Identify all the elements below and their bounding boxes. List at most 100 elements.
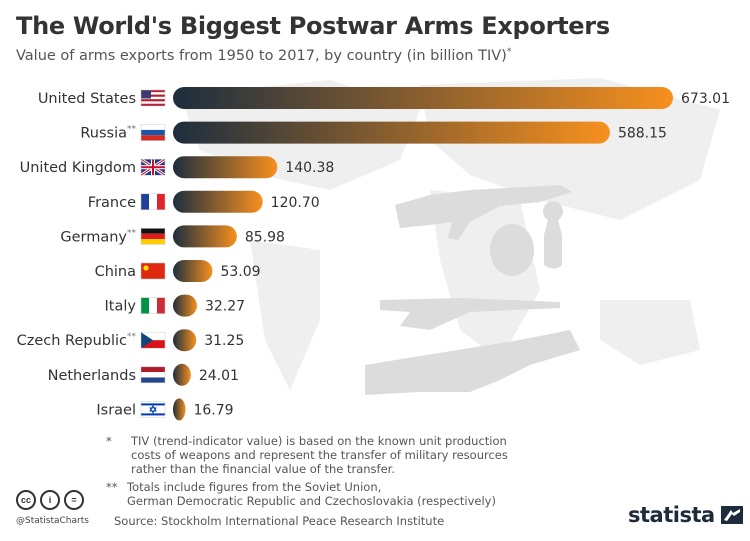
footnote-1-text: TIV (trend-indicator value) is based on … [131, 434, 508, 476]
flag-part [141, 103, 165, 106]
flag-border [140, 124, 166, 141]
flag-part [149, 405, 157, 414]
flag-border [140, 401, 166, 418]
flag-part [157, 193, 165, 210]
flag-border [140, 158, 166, 176]
flag-part [143, 265, 149, 271]
statista-logo: statista [628, 503, 744, 527]
category-label: China [95, 264, 136, 280]
flag-part [141, 228, 165, 234]
category-label: United States [38, 91, 136, 107]
russia-flag [140, 124, 166, 141]
uk-flag [140, 157, 166, 177]
data-label: 32.27 [205, 299, 245, 315]
grenade-silhouette [490, 224, 534, 276]
italy-flag [140, 297, 166, 314]
footnote-2-text: Totals include figures from the Soviet U… [127, 480, 496, 508]
data-label: 140.38 [285, 160, 334, 176]
bar-chart: 673.01 United States 588.15 Russia** 140.38 U… [17, 87, 730, 421]
flag-part [157, 297, 165, 314]
subtitle-footnote-mark: * [506, 47, 512, 57]
category-label: Czech Republic** [17, 332, 137, 349]
flag-part [141, 377, 165, 383]
cc-icon: cc [16, 490, 36, 510]
bar [173, 87, 673, 109]
flag-part [141, 92, 165, 95]
flag-part [141, 99, 165, 102]
attribution-icon: i [40, 490, 60, 510]
bar [173, 225, 237, 248]
flag-part [141, 413, 165, 416]
data-label: 24.01 [199, 368, 239, 384]
category-label: United Kingdom [20, 160, 136, 176]
flag-part [141, 263, 165, 279]
flag-part [141, 129, 165, 136]
flag-part [149, 193, 157, 210]
flag-part [141, 403, 165, 406]
france-flag [140, 193, 166, 211]
bar [173, 260, 213, 282]
bar [173, 363, 191, 386]
flag-part [141, 94, 165, 97]
flag-part [141, 340, 165, 349]
sniper-rifle-silhouette [380, 298, 560, 330]
flag-part [141, 135, 165, 141]
flag-part [141, 124, 165, 130]
bar [173, 190, 263, 213]
flag-part [141, 332, 153, 349]
continent-shape [600, 300, 700, 365]
flag-border [140, 89, 166, 107]
flag-part [141, 166, 165, 169]
subtitle-text: Value of arms exports from 1950 to 2017,… [16, 47, 507, 64]
continent-shape [420, 78, 720, 220]
flag-part [149, 297, 157, 314]
statista-logo-icon [721, 506, 744, 524]
netherlands-flag [140, 366, 166, 384]
data-label: 31.25 [204, 333, 244, 349]
flag-part [141, 332, 165, 341]
twitter-handle: @StatistaCharts [16, 516, 89, 526]
category-label: Netherlands [48, 368, 136, 384]
flag-part [141, 233, 165, 240]
continent-shape [250, 240, 320, 390]
germany-flag [140, 228, 166, 245]
czech-flag [140, 331, 166, 349]
category-label: Russia** [80, 125, 136, 142]
flag-part [141, 193, 149, 210]
bar [173, 398, 186, 421]
data-label: 673.01 [681, 91, 730, 107]
bar [173, 121, 610, 144]
bar [173, 329, 197, 352]
flag-part [141, 90, 165, 93]
footnote-1-mark: * [106, 434, 112, 448]
data-label: 53.09 [220, 264, 260, 280]
grenade-silhouette [543, 201, 563, 269]
data-label: 16.79 [193, 402, 233, 418]
footnote-2-mark: ** [106, 480, 118, 494]
bar [173, 294, 197, 317]
flag-part [141, 366, 165, 373]
flag-border [140, 193, 166, 211]
flag-part [141, 101, 165, 104]
bar [173, 156, 278, 179]
launcher-silhouette [365, 330, 580, 395]
data-label: 120.70 [271, 195, 320, 211]
flag-border [140, 331, 166, 349]
data-label: 85.98 [245, 229, 285, 245]
category-label: Germany** [60, 228, 136, 245]
category-label: Israel [96, 402, 136, 418]
no-derivatives-icon: = [64, 490, 84, 510]
category-label: France [88, 195, 136, 211]
flag-part [141, 372, 165, 378]
china-flag [140, 262, 166, 280]
flag-border [140, 262, 166, 280]
flag-part [141, 90, 151, 99]
flag-part [141, 239, 165, 245]
flag-border [140, 366, 166, 384]
israel-flag [140, 401, 166, 418]
us-flag [140, 89, 166, 107]
chart-title: The World's Biggest Postwar Arms Exporte… [16, 12, 610, 40]
data-label: 588.15 [618, 126, 667, 142]
flag-border [140, 228, 166, 245]
